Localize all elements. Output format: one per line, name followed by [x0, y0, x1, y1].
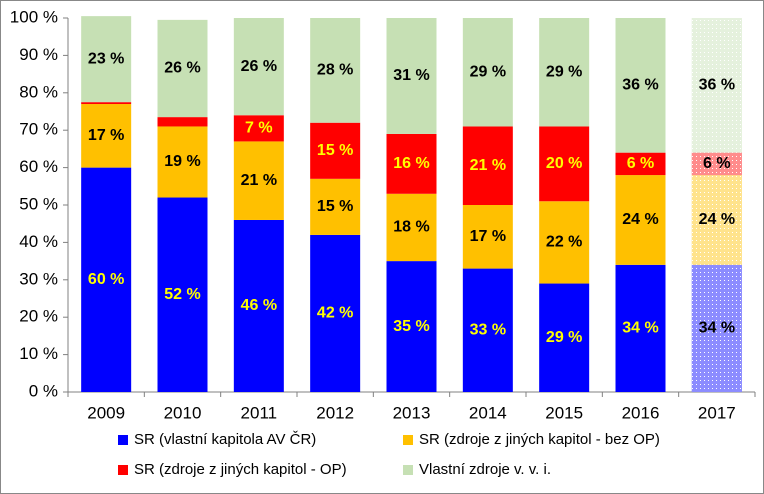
value-label: 6 %	[703, 155, 731, 172]
bar-segment	[157, 126, 208, 198]
y-tick-label: 60 %	[19, 157, 58, 176]
value-label: 26 %	[241, 58, 277, 75]
value-label: 17 %	[88, 127, 124, 144]
x-tick-label: 2015	[545, 403, 583, 422]
value-label: 18 %	[393, 219, 429, 236]
bar-segment	[157, 19, 208, 118]
bar-segment	[539, 201, 590, 284]
legend-label: Vlastní zdroje v. v. i.	[419, 461, 551, 478]
bar-segment	[462, 205, 513, 269]
x-tick-label: 2011	[241, 403, 278, 422]
bar-segment	[386, 261, 437, 392]
value-label: 60 %	[88, 271, 124, 288]
value-label: 29 %	[470, 63, 506, 80]
bar-segment	[386, 133, 437, 194]
value-label: 6 %	[627, 155, 655, 172]
bar-segment	[233, 141, 284, 220]
legend-swatch	[118, 435, 128, 445]
value-label: 35 %	[393, 318, 429, 335]
x-tick-label: 2017	[698, 403, 736, 422]
bar-segment	[157, 197, 208, 392]
value-label: 24 %	[699, 211, 735, 228]
bar-segment	[386, 18, 437, 134]
x-tick-label: 2016	[622, 403, 660, 422]
y-tick-label: 70 %	[19, 120, 58, 139]
bar-segment	[233, 219, 284, 392]
bar-segment	[462, 18, 513, 127]
value-label: 21 %	[241, 172, 277, 189]
x-tick-label: 2012	[316, 403, 354, 422]
y-tick-label: 20 %	[19, 307, 58, 326]
bar-segment	[462, 268, 513, 392]
value-label: 31 %	[393, 67, 429, 84]
legend-swatch	[403, 435, 413, 445]
value-label: 24 %	[622, 211, 658, 228]
value-label: 42 %	[317, 305, 353, 322]
y-tick-label: 10 %	[19, 344, 58, 363]
y-tick-label: 50 %	[19, 194, 58, 213]
value-label: 34 %	[699, 320, 735, 337]
value-label: 36 %	[622, 77, 658, 94]
value-label: 7 %	[245, 120, 273, 137]
value-label: 52 %	[164, 286, 200, 303]
x-tick-label: 2014	[469, 403, 507, 422]
legend-swatch	[403, 465, 413, 475]
value-label: 23 %	[88, 50, 124, 67]
value-label: 33 %	[470, 322, 506, 339]
bar-segment	[81, 102, 132, 105]
x-tick-label: 2013	[393, 403, 431, 422]
y-tick-label: 90 %	[19, 45, 58, 64]
bar-segment	[310, 234, 361, 392]
bar-segment	[615, 18, 666, 153]
bar-segment	[462, 126, 513, 205]
y-tick-label: 0 %	[29, 381, 58, 400]
legend-label: SR (vlastní kapitola AV ČR)	[134, 431, 316, 448]
value-label: 15 %	[317, 142, 353, 159]
value-label: 26 %	[164, 60, 200, 77]
bar-segment	[81, 104, 132, 168]
bar-segment	[310, 18, 361, 123]
y-tick-label: 100 %	[10, 7, 58, 26]
value-label: 20 %	[546, 155, 582, 172]
hatch	[691, 175, 742, 265]
value-label: 36 %	[699, 77, 735, 94]
value-label: 46 %	[241, 297, 277, 314]
value-label: 34 %	[622, 320, 658, 337]
bar-segment	[615, 175, 666, 265]
bar-segment	[81, 167, 132, 392]
bar-segment	[386, 193, 437, 262]
bar-segment	[233, 18, 284, 116]
bar-segment	[615, 264, 666, 392]
hatch	[691, 264, 742, 392]
value-label: 19 %	[164, 153, 200, 170]
x-tick-label: 2010	[164, 403, 202, 422]
value-label: 29 %	[546, 63, 582, 80]
bar-segment	[539, 18, 590, 127]
bar-segment	[233, 115, 284, 142]
y-tick-label: 80 %	[19, 82, 58, 101]
bar-segment	[310, 122, 361, 179]
bar-segment	[157, 117, 208, 127]
y-tick-label: 40 %	[19, 232, 58, 251]
value-label: 29 %	[546, 329, 582, 346]
bar-segment	[615, 152, 666, 176]
hatch	[691, 152, 742, 176]
value-label: 16 %	[393, 155, 429, 172]
hatch	[691, 18, 742, 153]
bar-segment	[539, 126, 590, 202]
bar-segment	[81, 16, 132, 103]
legend-swatch	[118, 465, 128, 475]
legend-label: SR (zdroje z jiných kapitol - OP)	[134, 461, 347, 478]
value-label: 28 %	[317, 62, 353, 79]
x-tick-label: 2009	[87, 403, 125, 422]
bar-segment	[539, 283, 590, 392]
y-tick-label: 30 %	[19, 269, 58, 288]
value-label: 15 %	[317, 198, 353, 215]
legend-label: SR (zdroje z jiných kapitol - bez OP)	[419, 431, 660, 448]
value-label: 21 %	[470, 157, 506, 174]
bar-segment	[310, 178, 361, 235]
value-label: 22 %	[546, 234, 582, 251]
value-label: 17 %	[470, 228, 506, 245]
